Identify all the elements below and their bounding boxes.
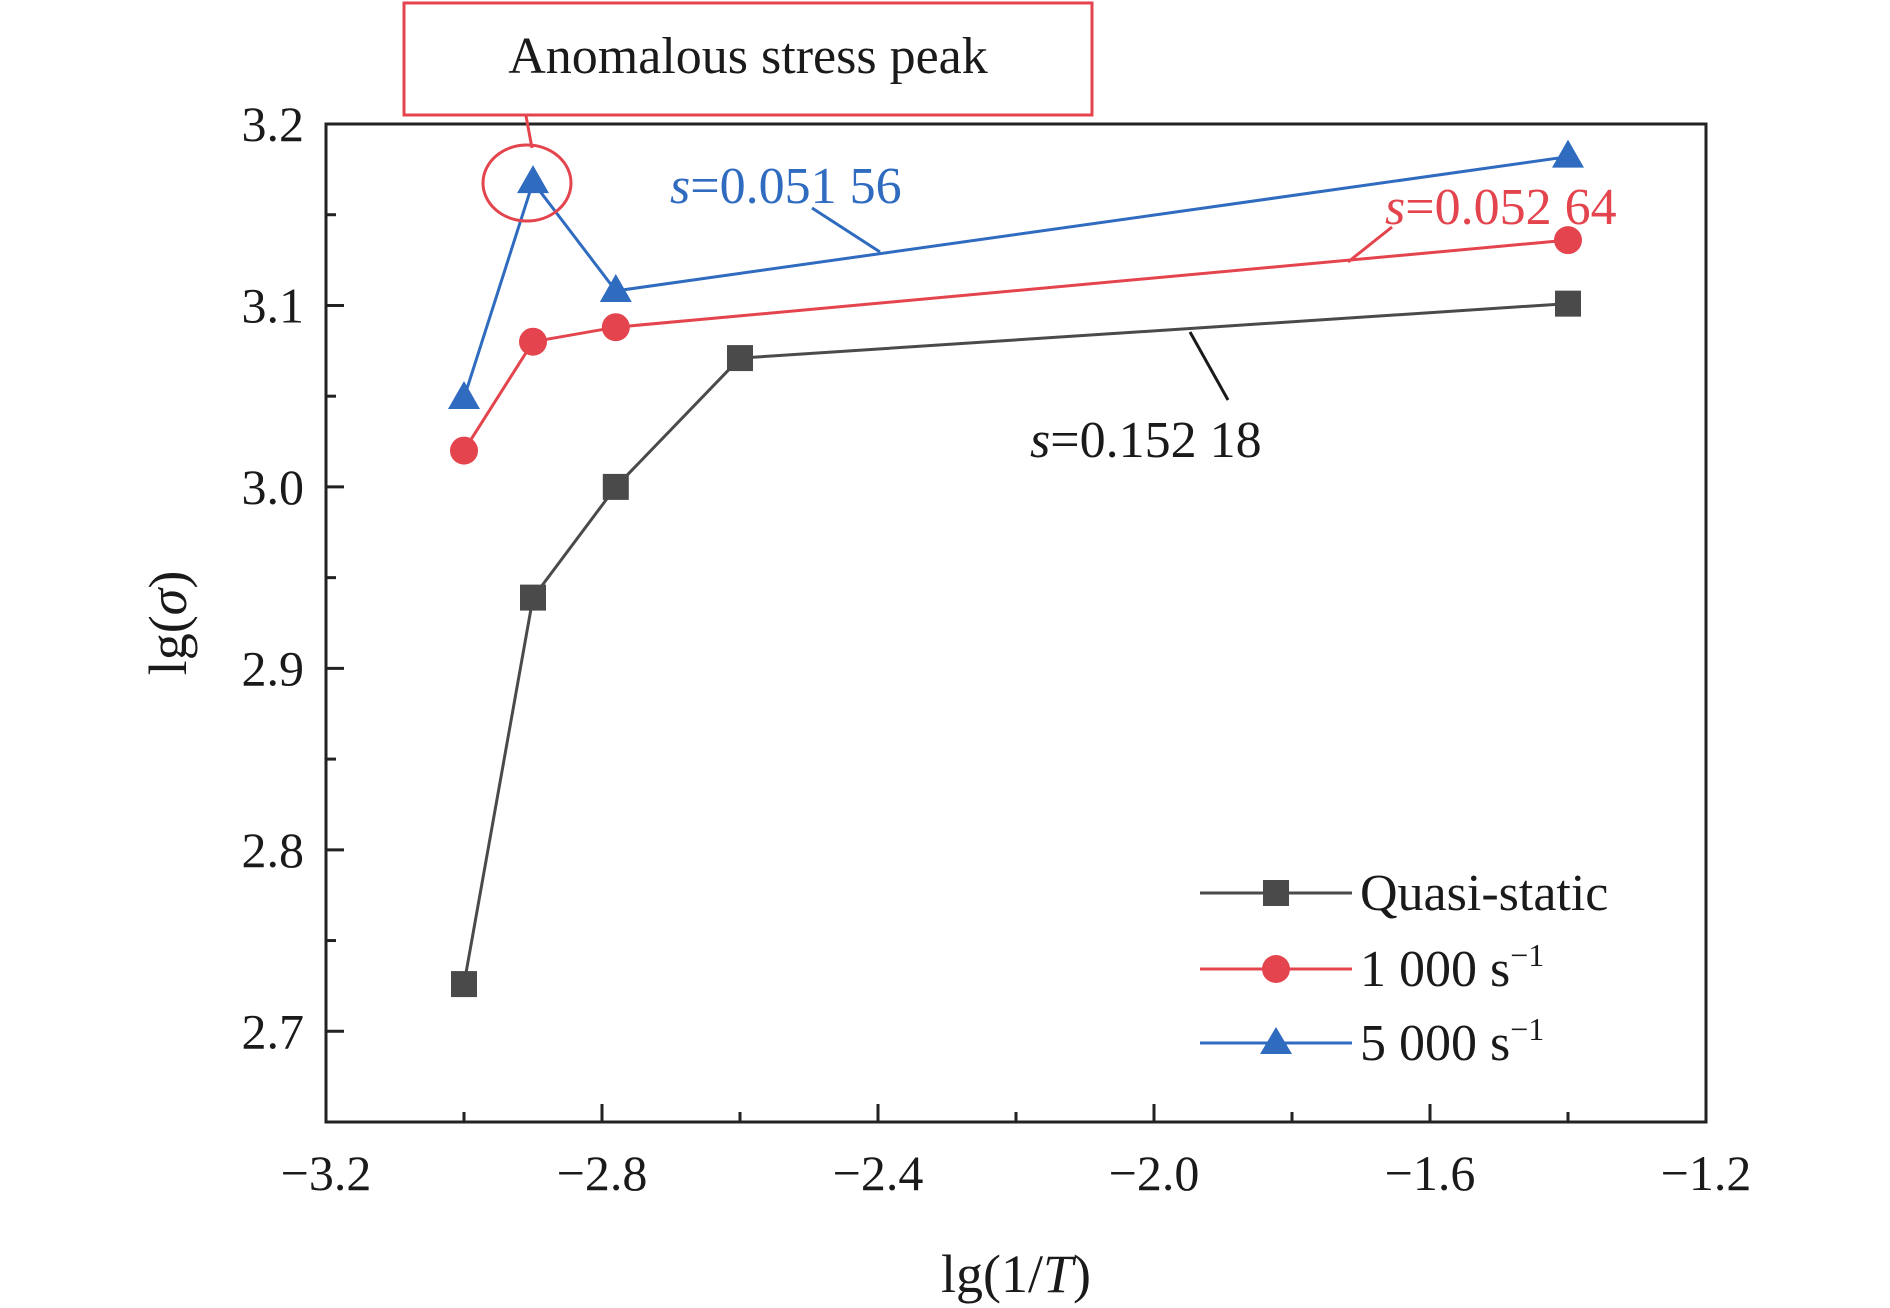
data-point-circle <box>450 436 478 465</box>
series-line-1 <box>462 238 1569 452</box>
data-point-circle <box>1554 226 1582 255</box>
x-tick-label: −3.2 <box>281 1145 372 1201</box>
data-point-square <box>602 473 629 500</box>
data-point-square <box>520 584 546 611</box>
data-point-square <box>1555 290 1581 317</box>
callout-box <box>402 1 1094 117</box>
annotation-slope-blue: s=0.051 56 <box>670 158 902 215</box>
y-tick-label: 3.1 <box>242 277 305 333</box>
legend-marker-circle <box>1262 955 1290 983</box>
legend-item-1000: 1 000 s−1 <box>1200 937 1544 998</box>
series-line-2 <box>462 155 1569 399</box>
legend-marker-triangle <box>1260 1027 1292 1054</box>
legend-label-1000: 1 000 s−1 <box>1360 937 1544 998</box>
data-point-square <box>451 971 477 998</box>
data-point-triangle <box>448 380 480 409</box>
legend-item-5000: 5 000 s−1 <box>1200 1011 1544 1072</box>
y-tick-label: 3.0 <box>242 459 305 515</box>
data-point-triangle <box>599 273 632 302</box>
data-point-triangle <box>517 165 549 194</box>
callout-circle <box>481 143 573 223</box>
data-point-triangle <box>1552 139 1584 168</box>
legend-item-quasi-static: Quasi-static <box>1200 865 1608 922</box>
legend-marker-square <box>1263 880 1289 906</box>
callout-leader <box>524 115 534 149</box>
y-tick-label: 2.8 <box>242 822 305 878</box>
annotation-slope-red: s=0.052 64 <box>1385 179 1617 236</box>
x-axis-title: lg(1/T) <box>941 1244 1091 1304</box>
y-tick-label: 3.2 <box>242 96 305 152</box>
series-layer <box>448 139 1584 998</box>
data-point-circle <box>601 313 630 342</box>
y-tick-label: 2.7 <box>242 1003 305 1059</box>
x-tick-label: −2.0 <box>1109 1145 1200 1201</box>
axis-tick-labels: −3.2 −2.8 −2.4 −2.0 −1.6 −1.2 2.7 2.8 2.9 3.0 3.1 3… <box>242 96 1752 1201</box>
annotation-leader-red <box>1347 225 1393 264</box>
legend-label-quasi-static: Quasi-static <box>1360 865 1608 922</box>
annotation-slope-black: s=0.152 18 <box>1030 412 1262 469</box>
x-tick-label: −2.8 <box>557 1145 648 1201</box>
data-point-square <box>727 345 753 372</box>
callout-text: Anomalous stress peak <box>508 28 987 85</box>
legend-label-5000: 5 000 s−1 <box>1360 1011 1544 1072</box>
x-tick-label: −1.6 <box>1385 1145 1476 1201</box>
x-tick-label: −2.4 <box>833 1145 924 1201</box>
legend: Quasi-static 1 000 s−1 5 000 s−1 <box>1200 865 1608 1072</box>
data-point-circle <box>519 327 547 356</box>
annotation-leader-black <box>1188 331 1230 401</box>
y-axis-title: lg(σ) <box>138 571 198 676</box>
axis-ticks <box>324 122 1708 1122</box>
x-tick-label: −1.2 <box>1661 1145 1752 1201</box>
annotation-leader-blue <box>811 206 881 254</box>
y-tick-label: 2.9 <box>242 640 305 696</box>
